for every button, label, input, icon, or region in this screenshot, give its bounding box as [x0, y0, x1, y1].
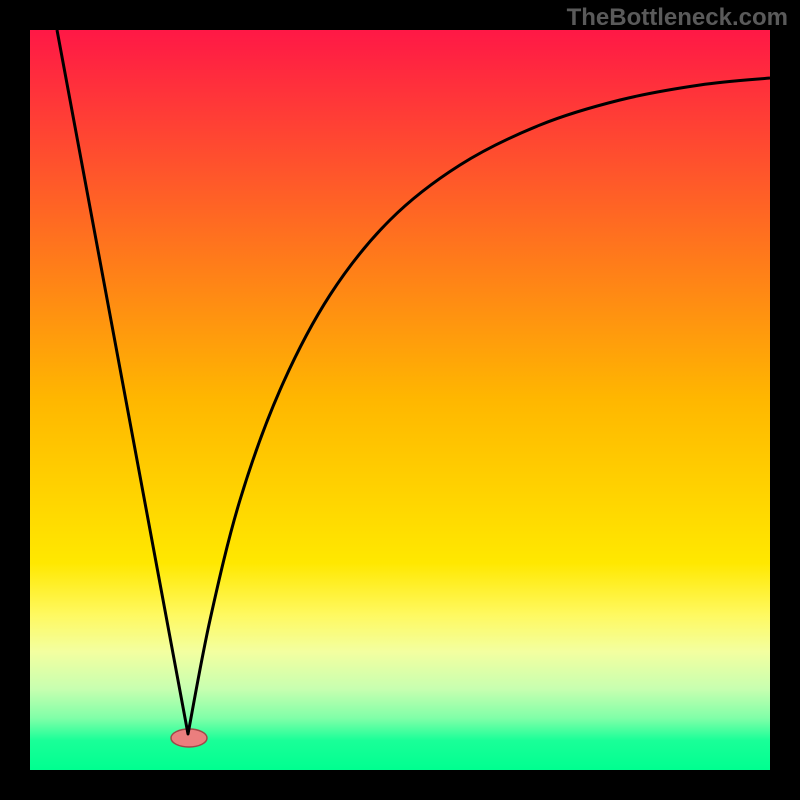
watermark-text: TheBottleneck.com	[567, 4, 788, 32]
bottleneck-chart: TheBottleneck.com	[0, 0, 800, 800]
chart-svg	[0, 0, 800, 800]
chart-background-gradient	[30, 30, 770, 770]
